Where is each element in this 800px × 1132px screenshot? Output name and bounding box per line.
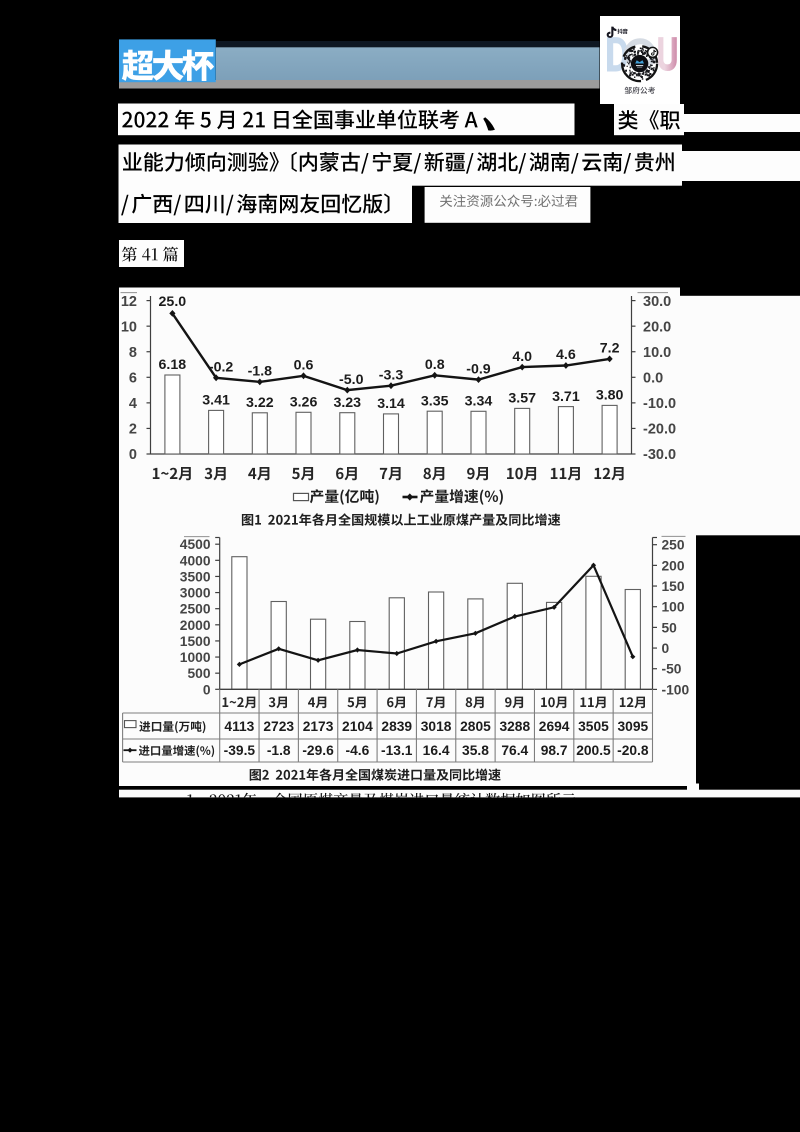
- svg-text:3505: 3505: [578, 719, 609, 734]
- svg-text:7.2: 7.2: [600, 341, 620, 357]
- svg-text:-0.9: -0.9: [466, 361, 491, 377]
- svg-text:0: 0: [203, 682, 211, 697]
- svg-text:4113: 4113: [224, 719, 254, 734]
- svg-text:10.0: 10.0: [643, 345, 671, 361]
- svg-text:8: 8: [129, 345, 137, 361]
- svg-text:25.0: 25.0: [159, 294, 187, 310]
- svg-text:-20.0: -20.0: [643, 422, 676, 438]
- svg-text:12: 12: [121, 294, 137, 310]
- svg-text:-29.6: -29.6: [302, 743, 334, 758]
- svg-text:4000: 4000: [180, 553, 211, 568]
- svg-text:0: 0: [662, 641, 670, 656]
- svg-text:-4.6: -4.6: [346, 743, 370, 758]
- svg-text:30.0: 30.0: [643, 294, 671, 310]
- svg-text:-5.0: -5.0: [339, 372, 364, 388]
- svg-text:76.4: 76.4: [501, 743, 528, 758]
- svg-text:3.35: 3.35: [421, 393, 449, 409]
- svg-text:-100: -100: [662, 682, 690, 697]
- svg-text:-1.8: -1.8: [248, 364, 273, 380]
- svg-text:2000: 2000: [180, 618, 211, 633]
- svg-text:200.5: 200.5: [576, 743, 611, 758]
- svg-text:200: 200: [662, 558, 685, 573]
- svg-text:100: 100: [662, 600, 685, 615]
- svg-text:0.8: 0.8: [425, 357, 445, 373]
- svg-text:1000: 1000: [180, 650, 211, 665]
- svg-text:-0.2: -0.2: [209, 360, 234, 376]
- svg-text:16.4: 16.4: [423, 743, 450, 758]
- svg-text:4.6: 4.6: [556, 347, 576, 363]
- svg-text:2805: 2805: [460, 719, 491, 734]
- svg-text:3.71: 3.71: [552, 389, 580, 405]
- svg-text:98.7: 98.7: [541, 743, 568, 758]
- svg-text:-30.0: -30.0: [643, 447, 676, 463]
- svg-text:-20.8: -20.8: [617, 743, 649, 758]
- svg-text:-1.8: -1.8: [267, 743, 291, 758]
- svg-text:0.0: 0.0: [643, 371, 663, 387]
- svg-text:4500: 4500: [180, 537, 211, 552]
- svg-text:-39.5: -39.5: [224, 743, 256, 758]
- svg-text:2173: 2173: [303, 719, 334, 734]
- svg-text:150: 150: [662, 579, 685, 594]
- svg-text:3.57: 3.57: [508, 391, 536, 407]
- svg-text:-10.0: -10.0: [643, 396, 676, 412]
- svg-text:35.8: 35.8: [462, 743, 489, 758]
- svg-text:3.14: 3.14: [377, 396, 405, 412]
- svg-text:3500: 3500: [180, 569, 211, 584]
- svg-text:4: 4: [129, 396, 137, 412]
- svg-text:2694: 2694: [539, 719, 570, 734]
- svg-text:3.26: 3.26: [290, 395, 318, 411]
- svg-text:3000: 3000: [180, 586, 211, 601]
- svg-text:6: 6: [129, 371, 137, 387]
- svg-text:3.41: 3.41: [202, 393, 230, 409]
- svg-text:-3.3: -3.3: [379, 367, 404, 383]
- svg-text:3095: 3095: [617, 719, 648, 734]
- svg-text:4.0: 4.0: [512, 349, 532, 365]
- svg-text:6.18: 6.18: [159, 357, 187, 373]
- svg-text:250: 250: [662, 538, 685, 553]
- svg-text:500: 500: [187, 666, 210, 681]
- svg-text:0: 0: [129, 447, 137, 463]
- svg-text:2839: 2839: [381, 719, 412, 734]
- svg-text:2500: 2500: [180, 602, 211, 617]
- svg-text:2: 2: [129, 422, 137, 438]
- svg-text:-50: -50: [662, 662, 682, 677]
- svg-text:10: 10: [121, 319, 137, 335]
- svg-text:3018: 3018: [421, 719, 452, 734]
- svg-text:-13.1: -13.1: [381, 743, 413, 758]
- svg-text:20.0: 20.0: [643, 319, 671, 335]
- svg-text:3.23: 3.23: [333, 395, 361, 411]
- svg-text:3.80: 3.80: [596, 388, 624, 404]
- svg-text:2723: 2723: [263, 719, 294, 734]
- svg-text:1500: 1500: [180, 634, 211, 649]
- svg-text:3.22: 3.22: [246, 395, 274, 411]
- svg-text:0.6: 0.6: [294, 357, 314, 373]
- svg-text:3288: 3288: [499, 719, 530, 734]
- svg-text:3.34: 3.34: [465, 394, 493, 410]
- svg-text:50: 50: [662, 620, 678, 635]
- svg-text:2104: 2104: [342, 719, 373, 734]
